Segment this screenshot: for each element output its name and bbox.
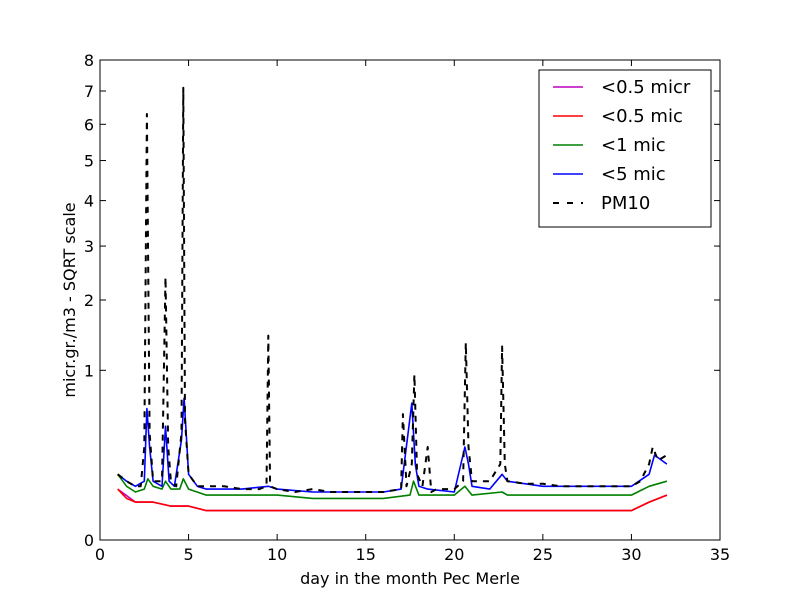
x-tick-label: 35 — [710, 545, 730, 564]
y-tick-label: 4 — [84, 192, 94, 211]
x-tick-label: 10 — [267, 545, 287, 564]
legend-label-2: <1 mic — [601, 135, 666, 156]
legend-label-0: <0.5 micr — [601, 77, 691, 98]
y-tick-label: 2 — [84, 291, 94, 310]
y-tick-label: 7 — [84, 82, 94, 101]
y-tick-label: 3 — [84, 237, 94, 256]
y-axis: 0 1 2 3 4 5 6 7 8 — [84, 51, 720, 550]
series-line-2 — [117, 473, 668, 500]
y-tick-label: 1 — [84, 361, 94, 380]
y-tick-label: 5 — [84, 152, 94, 171]
x-axis: 0 5 10 15 20 25 30 35 — [95, 60, 730, 564]
y-axis-label: micr.gr./m3 - SQRT scale — [60, 202, 79, 397]
x-tick-label: 0 — [95, 545, 105, 564]
series-layer — [117, 86, 668, 512]
x-tick-label: 30 — [621, 545, 641, 564]
series-line-4 — [117, 86, 668, 493]
legend-label-1: <0.5 mic — [601, 106, 683, 127]
legend-box — [538, 69, 712, 228]
y-tick-label: 6 — [84, 115, 94, 134]
x-tick-label: 15 — [356, 545, 376, 564]
legend-label-3: <5 mic — [601, 164, 666, 185]
x-axis-label: day in the month Pec Merle — [300, 569, 520, 588]
y-tick-label: 8 — [84, 51, 94, 70]
y-tick-label: 0 — [84, 531, 94, 550]
x-tick-label: 20 — [444, 545, 464, 564]
x-tick-label: 5 — [183, 545, 193, 564]
series-line-1 — [117, 488, 668, 512]
legend: <0.5 micr <0.5 mic <1 mic <5 mic PM10 — [538, 69, 712, 228]
series-line-3 — [117, 397, 668, 493]
x-tick-label: 25 — [533, 545, 553, 564]
legend-label-4: PM10 — [601, 193, 650, 214]
